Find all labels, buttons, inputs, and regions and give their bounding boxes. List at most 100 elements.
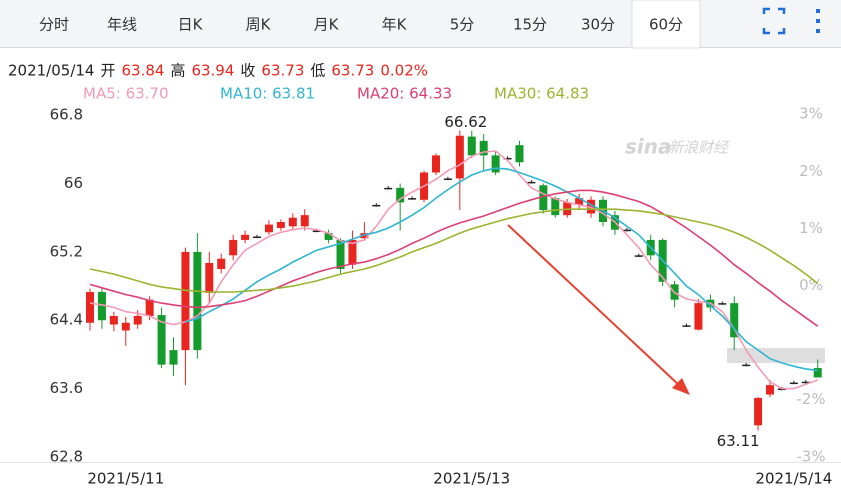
candle-body	[217, 258, 226, 269]
candle-body	[455, 135, 464, 179]
candle-body	[491, 155, 500, 173]
tab[interactable]: 5分	[450, 16, 475, 34]
tab[interactable]: 分时	[39, 16, 69, 34]
candle-body	[515, 145, 524, 163]
candle-body	[300, 215, 309, 227]
candle-body	[133, 315, 142, 325]
candle-body	[539, 185, 548, 211]
legend-entry: MA20: 64.33	[357, 85, 452, 103]
y2-tick-label: 1%	[799, 219, 823, 237]
tab[interactable]: 周K	[246, 16, 272, 34]
ma-line	[89, 150, 818, 390]
candle-body	[384, 187, 393, 190]
quote-field-value: 63.73	[261, 62, 304, 80]
candle-body	[587, 199, 596, 214]
candle-body	[241, 234, 250, 240]
quote-date: 2021/05/14	[8, 62, 94, 80]
watermark: 新浪财经	[668, 139, 730, 157]
candle-body	[157, 315, 166, 365]
tab-bar	[0, 0, 841, 48]
candle-body	[575, 198, 584, 205]
tab[interactable]: 15分	[513, 16, 547, 34]
candle-body	[276, 222, 285, 228]
candle-body	[730, 303, 739, 338]
y-tick-label: 64.4	[50, 311, 83, 329]
quote-field-value: 63.84	[121, 62, 164, 80]
candle-body	[324, 233, 333, 240]
y2-tick-label: 3%	[799, 105, 823, 123]
price-marker	[727, 348, 825, 363]
candle-body	[503, 157, 512, 160]
y2-tick-label: 0%	[799, 276, 823, 294]
candle-body	[622, 229, 631, 232]
quote-change: 0.02%	[380, 62, 428, 80]
candle-body	[396, 187, 405, 203]
candle-body	[801, 381, 810, 384]
candle-body	[145, 299, 154, 316]
candle-body	[443, 178, 452, 180]
ma-line	[89, 208, 819, 293]
candle-body	[264, 224, 273, 233]
y2-tick-label: 2%	[799, 162, 823, 180]
low-annotation: 63.11	[717, 432, 760, 450]
ma-line	[89, 189, 819, 327]
quote-field-name: 收	[240, 62, 255, 80]
candle-body	[288, 217, 297, 227]
quote-field-name: 高	[170, 62, 185, 80]
candle-body	[336, 239, 345, 269]
candle-body	[742, 364, 751, 367]
tab[interactable]: 年线	[107, 16, 137, 34]
tab[interactable]: 30分	[581, 16, 615, 34]
active-tab	[631, 0, 701, 49]
candle-body	[694, 303, 703, 330]
candle-body	[431, 155, 440, 173]
tab[interactable]: 月K	[314, 16, 340, 34]
candle-body	[121, 322, 130, 331]
y2-tick-label: -2%	[796, 390, 825, 408]
candle-body	[169, 350, 178, 365]
candle-body	[479, 140, 488, 156]
legend-entry: MA30: 64.83	[494, 85, 589, 103]
y2-tick-label: -3%	[796, 447, 825, 465]
candle-body	[109, 315, 118, 325]
x-tick-label: 2021/5/13	[433, 470, 510, 488]
candle-body	[789, 382, 798, 385]
watermark-logo: sina	[625, 135, 672, 159]
candle-body	[193, 251, 202, 351]
ma-line	[185, 167, 818, 372]
candle-body	[551, 198, 560, 216]
candle-body	[527, 181, 536, 184]
candle-body	[682, 325, 691, 327]
y-tick-label: 66	[64, 174, 83, 192]
candle-body	[467, 136, 476, 156]
candle-body	[718, 303, 727, 305]
candle-body	[181, 251, 190, 351]
candle-body	[408, 198, 417, 200]
candle-body	[766, 385, 775, 395]
candle-body	[754, 397, 763, 426]
legend-entry: MA5: 63.70	[83, 85, 169, 103]
legend-entry: MA10: 63.81	[220, 85, 315, 103]
tab[interactable]: 年K	[382, 16, 408, 34]
tab[interactable]: 60分	[649, 16, 683, 34]
high-annotation: 66.62	[444, 113, 487, 131]
quote-field-name: 开	[100, 62, 115, 80]
candle-body	[205, 263, 214, 293]
more-icon[interactable]	[816, 9, 820, 33]
fullscreen-icon[interactable]	[762, 7, 786, 35]
tab[interactable]: 日K	[178, 16, 204, 34]
y-tick-label: 63.6	[50, 379, 83, 397]
candle-body	[372, 204, 381, 207]
trend-arrow	[507, 224, 690, 395]
y-tick-label: 65.2	[50, 242, 83, 260]
candle-body	[229, 239, 238, 256]
candle-body	[634, 255, 643, 257]
quote-field-value: 63.94	[191, 62, 234, 80]
y-tick-label: 66.8	[50, 106, 83, 124]
x-tick-label: 2021/5/14	[755, 470, 832, 488]
candle-body	[348, 239, 357, 265]
x-tick-label: 2021/5/11	[87, 470, 164, 488]
candle-body	[813, 368, 822, 378]
quote-field-value: 63.73	[331, 62, 374, 80]
